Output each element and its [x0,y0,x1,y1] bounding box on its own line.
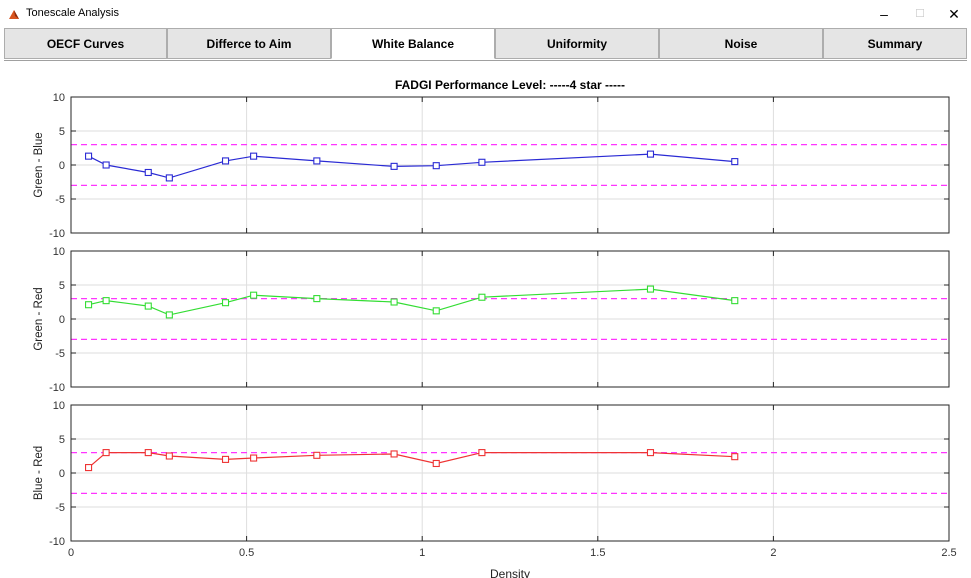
data-point [102,161,110,169]
tab-differce-to-aim[interactable]: Differce to Aim [167,28,331,59]
data-point [390,450,398,458]
y-axis-label: Blue - Red [33,446,45,500]
data-point [250,291,258,299]
y-tick-label: 5 [59,280,65,292]
data-point [250,454,258,462]
series-line [88,288,735,316]
series-line [88,153,735,179]
close-button[interactable]: ✕ [948,6,960,22]
y-tick-label: 10 [53,92,65,104]
data-point [85,464,93,472]
y-tick-label: -10 [49,382,65,394]
data-point [478,293,486,301]
y-tick-label: -5 [55,194,65,206]
subplot-3: 10 5 0 -5 -10 Blue - Red [33,400,950,548]
y-tick-label: 0 [59,468,65,480]
data-point [731,158,739,166]
data-point [390,298,398,306]
y-tick-label: -5 [55,348,65,360]
data-point [165,452,173,460]
x-tick-label: 0.5 [239,547,254,559]
y-tick-label: 10 [53,400,65,412]
data-point [165,311,173,319]
x-tick-label: 1.5 [590,547,605,559]
data-point [478,449,486,457]
data-point [144,449,152,457]
tab-noise[interactable]: Noise [659,28,823,59]
data-point [85,152,93,160]
matlab-icon [8,8,20,20]
y-tick-label: -10 [49,228,65,240]
white-balance-plot-area: FADGI Performance Level: -----4 star ---… [4,61,967,578]
data-point [646,150,655,158]
data-point [221,157,230,165]
data-point [646,285,655,293]
subplot-1: 10 5 0 -5 -10 Green - Blue [33,92,950,240]
data-point [432,307,440,315]
data-point [144,168,152,177]
tab-oecf-curves[interactable]: OECF Curves [4,28,167,59]
data-point [102,449,110,457]
data-point [250,152,258,160]
data-point [221,299,230,307]
x-tick-label: 0 [68,547,74,559]
white-balance-chart: FADGI Performance Level: -----4 star ---… [33,78,957,578]
x-tick-label: 2.5 [941,547,956,559]
data-point [313,157,321,165]
data-point [646,449,655,457]
x-tick-label: 1 [419,547,425,559]
tab-uniformity[interactable]: Uniformity [495,28,659,59]
series-line [88,452,735,469]
tab-bar: OECF Curves Differce to Aim White Balanc… [4,28,967,61]
data-point [313,451,321,459]
y-tick-label: 10 [53,246,65,258]
data-point [731,453,739,461]
data-point [144,302,152,310]
data-point [102,297,110,305]
title-bar: Tonescale Analysis – ☐ ✕ [0,0,971,28]
data-point [390,162,398,170]
y-tick-label: 5 [59,126,65,138]
y-tick-label: -5 [55,502,65,514]
y-axis-label: Green - Blue [33,132,45,197]
window-title: Tonescale Analysis [26,7,119,19]
x-axis-label: Density [490,567,530,578]
x-tick-label: 2 [770,547,776,559]
y-tick-label: 0 [59,160,65,172]
data-point [313,295,321,303]
tab-summary[interactable]: Summary [823,28,967,59]
data-point [221,455,230,463]
data-point [432,162,440,170]
y-tick-label: -10 [49,536,65,548]
tab-white-balance[interactable]: White Balance [331,28,495,59]
subplot-2: 10 5 0 -5 -10 Green - Red [33,246,950,394]
minimize-button[interactable]: – [880,6,888,22]
data-point [731,297,739,305]
data-point [432,459,440,468]
data-point [85,301,93,309]
maximize-button[interactable]: ☐ [915,8,925,20]
chart-title: FADGI Performance Level: -----4 star ---… [395,78,625,92]
y-tick-label: 0 [59,314,65,326]
data-point [165,174,173,182]
y-tick-label: 5 [59,434,65,446]
y-axis-label: Green - Red [33,287,45,350]
data-point [478,158,486,166]
